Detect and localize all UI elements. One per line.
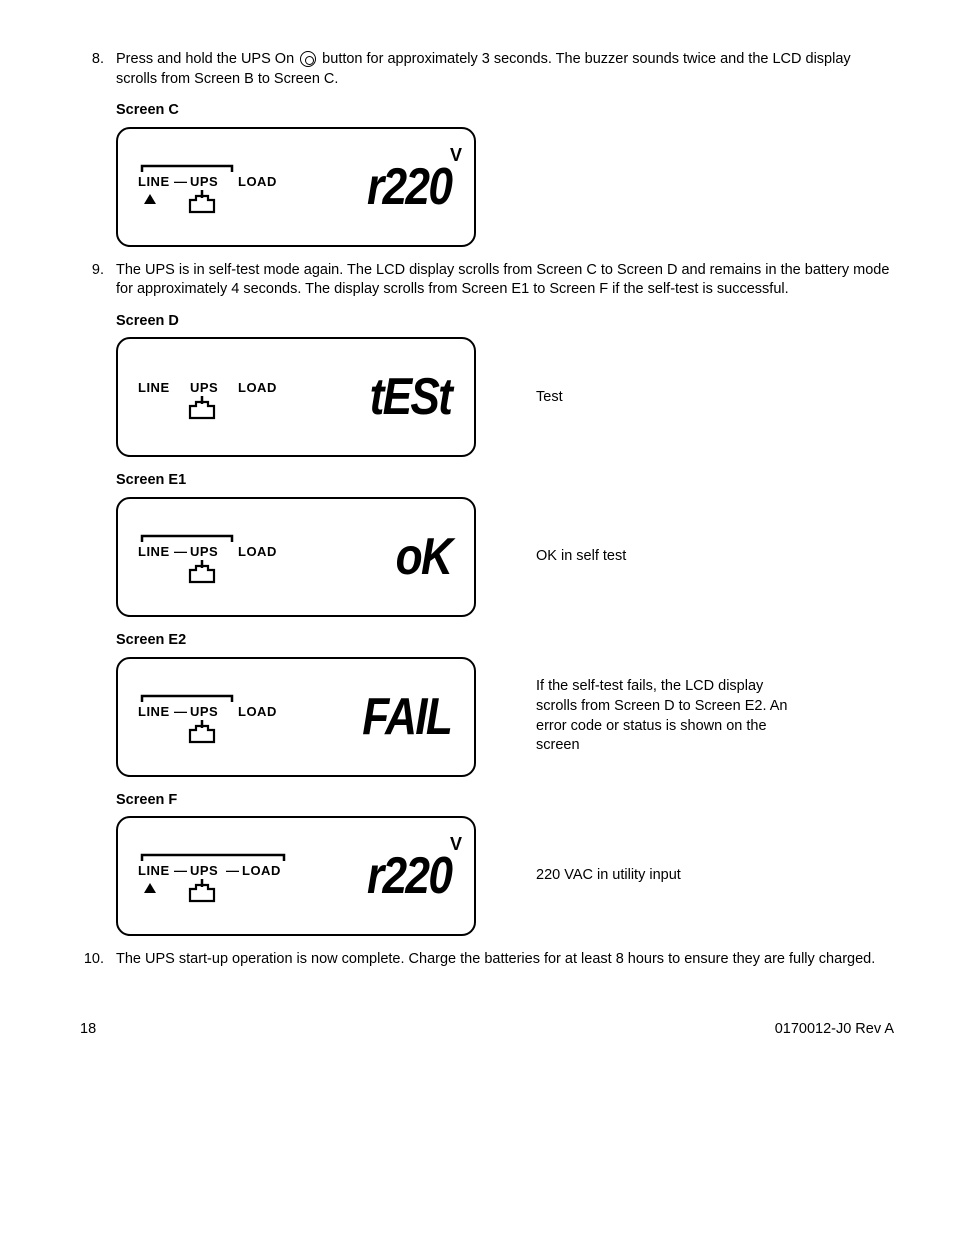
svg-text:LINE: LINE [138,544,170,559]
screen-e1-desc: OK in self test [536,547,626,567]
screen-c-label: Screen C [116,101,894,121]
step-text: Press and hold the UPS On button for app… [116,50,894,89]
lcd-value: r220 [319,161,458,213]
svg-text:LOAD: LOAD [238,544,277,559]
lcd-flow-diagram: LINE — UPS — LOAD [134,841,314,911]
svg-text:LOAD: LOAD [238,174,277,189]
lcd-unit: V [450,832,462,856]
screen-f-row: LINE — UPS — LOAD r220 V 220 VAC in util… [116,816,894,936]
screen-e1-row: LINE — UPS LOAD oK OK in self test [116,497,894,617]
svg-text:UPS: UPS [190,704,218,719]
svg-text:—: — [174,174,188,189]
step-9: 9. The UPS is in self-test mode again. T… [80,261,894,300]
step-10: 10. The UPS start-up operation is now co… [80,950,894,970]
svg-text:UPS: UPS [190,380,218,395]
screen-f-desc: 220 VAC in utility input [536,866,681,886]
svg-text:—: — [174,544,188,559]
svg-text:LINE: LINE [138,380,170,395]
lcd-value: FAIL [319,691,458,743]
lcd-flow-diagram: LINE — UPS LOAD [134,682,294,752]
flow-svg: LINE — UPS LOAD [134,522,294,592]
flow-svg: LINE UPS LOAD [134,362,294,432]
screen-d-label: Screen D [116,312,894,332]
screen-e2-label: Screen E2 [116,631,894,651]
step-text-a: Press and hold the UPS On [116,51,298,67]
step-number: 9. [80,261,116,300]
step-8: 8. Press and hold the UPS On button for … [80,50,894,89]
flow-svg: LINE — UPS LOAD [134,152,294,222]
screen-e2-desc: If the self-test fails, the LCD display … [536,677,796,755]
lcd-flow-diagram: LINE — UPS LOAD [134,522,294,592]
svg-text:LOAD: LOAD [238,380,277,395]
svg-text:LINE: LINE [138,174,170,189]
step-number: 10. [80,950,116,970]
svg-text:—: — [174,863,188,878]
svg-text:—: — [174,704,188,719]
screen-f-label: Screen F [116,791,894,811]
flow-svg: LINE — UPS LOAD [134,682,294,752]
svg-text:UPS: UPS [190,544,218,559]
doc-id: 0170012-J0 Rev A [775,1020,894,1040]
flow-svg: LINE — UPS — LOAD [134,841,314,911]
screen-d-desc: Test [536,388,563,408]
lcd-value: tESt [319,371,458,423]
step-number: 8. [80,50,116,89]
lcd-flow-diagram: LINE — UPS LOAD [134,152,294,222]
step-text: The UPS is in self-test mode again. The … [116,261,894,300]
lcd-value: oK [319,531,458,583]
screen-f-box: LINE — UPS — LOAD r220 V [116,816,476,936]
svg-text:—: — [226,863,240,878]
svg-text:LOAD: LOAD [242,863,281,878]
screen-e2-box: LINE — UPS LOAD FAIL [116,657,476,777]
svg-text:LOAD: LOAD [238,704,277,719]
screen-c-box: LINE — UPS LOAD r220 V [116,127,476,247]
screen-d-row: LINE UPS LOAD tESt Test [116,337,894,457]
page-footer: 18 0170012-J0 Rev A [80,1020,894,1040]
screen-e1-box: LINE — UPS LOAD oK [116,497,476,617]
screen-d-box: LINE UPS LOAD tESt [116,337,476,457]
lcd-unit: V [450,143,462,167]
screen-e1-label: Screen E1 [116,471,894,491]
screen-c-row: LINE — UPS LOAD r220 V [116,127,894,247]
svg-text:UPS: UPS [190,174,218,189]
svg-text:LINE: LINE [138,704,170,719]
lcd-flow-diagram: LINE UPS LOAD [134,362,294,432]
step-text: The UPS start-up operation is now comple… [116,950,894,970]
lcd-value: r220 [336,850,458,902]
svg-text:UPS: UPS [190,863,218,878]
page-number: 18 [80,1020,96,1040]
svg-text:LINE: LINE [138,863,170,878]
screen-e2-row: LINE — UPS LOAD FAIL If the self-test fa… [116,657,894,777]
power-on-icon [300,51,316,67]
